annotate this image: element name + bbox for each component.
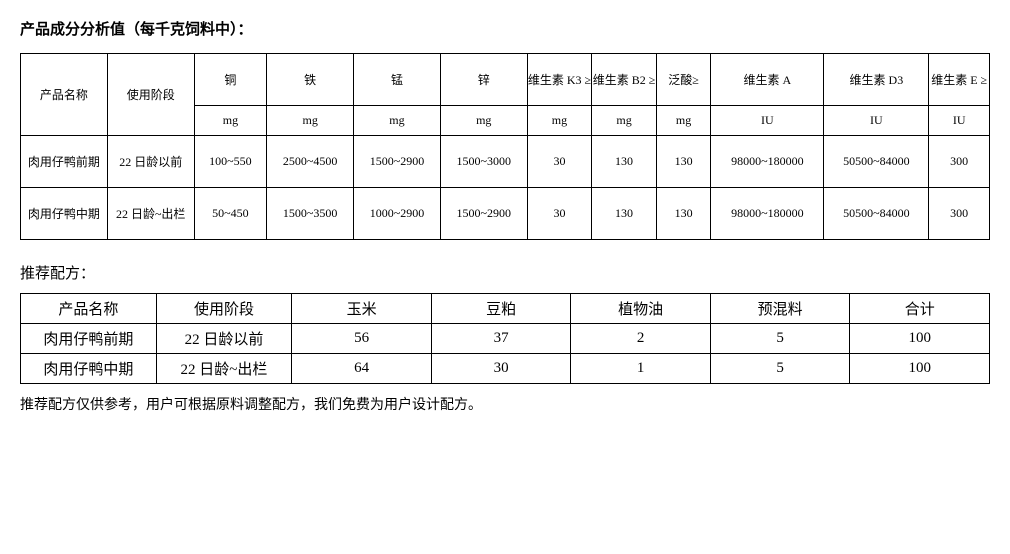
col-ve: 维生素 E ≥ [929,54,990,106]
col-b2: 维生素 B2 ≥ [592,54,657,106]
cell: 64 [292,354,432,384]
unit-cell: mg [354,106,441,136]
cell: 1500~2900 [354,136,441,188]
col-k3: 维生素 K3 ≥ [527,54,592,106]
cell: 30 [527,136,592,188]
cell: 肉用仔鸭中期 [21,354,157,384]
col-zn: 锌 [440,54,527,106]
cell: 肉用仔鸭前期 [21,136,108,188]
cell: 56 [292,324,432,354]
col-corn: 玉米 [292,294,432,324]
recipe-heading: 推荐配方： [20,262,990,283]
col-oil: 植物油 [571,294,711,324]
cell: 100~550 [194,136,267,188]
cell: 1 [571,354,711,384]
col-soy: 豆粕 [431,294,571,324]
unit-cell: mg [194,106,267,136]
cell: 130 [656,136,711,188]
unit-cell: IU [711,106,824,136]
cell: 1500~3000 [440,136,527,188]
cell: 130 [592,188,657,240]
cell: 50500~84000 [824,136,929,188]
cell: 1500~3500 [267,188,354,240]
cell: 50~450 [194,188,267,240]
page-title: 产品成分分析值（每千克饲料中）： [20,18,990,39]
col-fe: 铁 [267,54,354,106]
cell: 5 [710,354,850,384]
unit-cell: mg [440,106,527,136]
col-product: 产品名称 [21,54,108,136]
col-pa: 泛酸≥ [656,54,711,106]
cell: 22 日龄~出栏 [156,354,292,384]
cell: 22 日龄以前 [156,324,292,354]
unit-cell: IU [824,106,929,136]
cell: 2500~4500 [267,136,354,188]
table-row: 肉用仔鸭前期 22 日龄以前 56 37 2 5 100 [21,324,990,354]
unit-cell: mg [656,106,711,136]
col-total: 合计 [850,294,990,324]
header-row: 产品名称 使用阶段 玉米 豆粕 植物油 预混料 合计 [21,294,990,324]
table-row: 肉用仔鸭中期 22 日龄~出栏 50~450 1500~3500 1000~29… [21,188,990,240]
col-mn: 锰 [354,54,441,106]
cell: 130 [656,188,711,240]
recipe-table: 产品名称 使用阶段 玉米 豆粕 植物油 预混料 合计 肉用仔鸭前期 22 日龄以… [20,293,990,384]
cell: 2 [571,324,711,354]
unit-cell: mg [592,106,657,136]
cell: 100 [850,354,990,384]
unit-cell: mg [267,106,354,136]
col-va: 维生素 A [711,54,824,106]
footnote-text: 推荐配方仅供参考，用户可根据原料调整配方，我们免费为用户设计配方。 [20,394,990,414]
cell: 肉用仔鸭前期 [21,324,157,354]
cell: 98000~180000 [711,136,824,188]
col-vd3: 维生素 D3 [824,54,929,106]
composition-table: 产品名称 使用阶段 铜 铁 锰 锌 维生素 K3 ≥ 维生素 B2 ≥ 泛酸≥ … [20,53,990,240]
cell: 22 日龄~出栏 [107,188,194,240]
col-stage: 使用阶段 [107,54,194,136]
unit-cell: IU [929,106,990,136]
cell: 5 [710,324,850,354]
cell: 300 [929,136,990,188]
cell: 1500~2900 [440,188,527,240]
cell: 肉用仔鸭中期 [21,188,108,240]
table-row: 肉用仔鸭前期 22 日龄以前 100~550 2500~4500 1500~29… [21,136,990,188]
col-product: 产品名称 [21,294,157,324]
cell: 22 日龄以前 [107,136,194,188]
col-cu: 铜 [194,54,267,106]
cell: 98000~180000 [711,188,824,240]
cell: 30 [431,354,571,384]
col-stage: 使用阶段 [156,294,292,324]
header-row: 产品名称 使用阶段 铜 铁 锰 锌 维生素 K3 ≥ 维生素 B2 ≥ 泛酸≥ … [21,54,990,106]
cell: 130 [592,136,657,188]
cell: 37 [431,324,571,354]
cell: 300 [929,188,990,240]
col-premix: 预混料 [710,294,850,324]
unit-cell: mg [527,106,592,136]
cell: 100 [850,324,990,354]
cell: 50500~84000 [824,188,929,240]
table-row: 肉用仔鸭中期 22 日龄~出栏 64 30 1 5 100 [21,354,990,384]
cell: 30 [527,188,592,240]
cell: 1000~2900 [354,188,441,240]
